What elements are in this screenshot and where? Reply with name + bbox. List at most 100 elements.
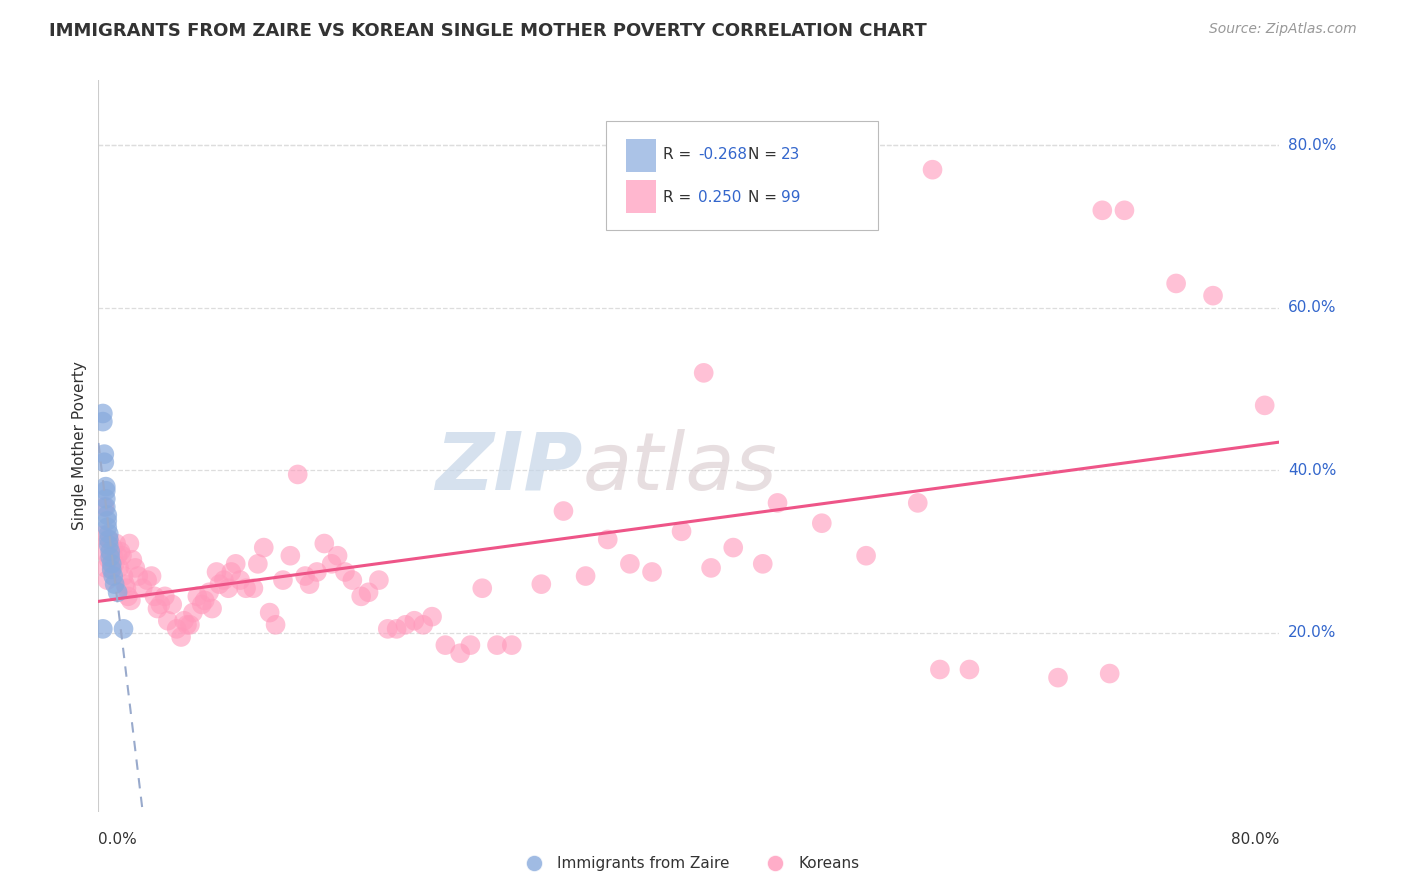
Point	[229, 573, 252, 587]
Point	[253, 541, 276, 555]
Point	[1098, 666, 1121, 681]
Point	[314, 536, 336, 550]
Point	[198, 585, 221, 599]
Point	[553, 504, 575, 518]
Point	[162, 598, 183, 612]
Point	[191, 598, 214, 612]
Point	[97, 553, 120, 567]
Point	[181, 606, 204, 620]
Point	[143, 590, 166, 604]
Point	[194, 593, 217, 607]
Point	[132, 581, 155, 595]
Point	[124, 561, 146, 575]
Point	[855, 549, 877, 563]
Point	[186, 590, 208, 604]
Point	[1166, 277, 1188, 291]
Point	[921, 162, 943, 177]
Point	[93, 455, 115, 469]
Text: 80.0%: 80.0%	[1232, 832, 1279, 847]
Point	[1254, 398, 1277, 412]
Point	[103, 549, 125, 563]
Point	[959, 663, 981, 677]
Point	[271, 573, 294, 587]
Point	[766, 496, 789, 510]
Point	[91, 528, 114, 542]
Bar	[626, 139, 655, 171]
Point	[575, 569, 598, 583]
Point	[486, 638, 509, 652]
Point	[153, 590, 176, 604]
Point	[96, 508, 118, 522]
Point	[460, 638, 482, 652]
Point	[105, 536, 128, 550]
Point	[1091, 203, 1114, 218]
Point	[217, 581, 239, 595]
Point	[246, 557, 269, 571]
Point	[723, 541, 745, 555]
Point	[1046, 671, 1070, 685]
Point	[929, 663, 952, 677]
Point	[114, 577, 136, 591]
Text: R =: R =	[664, 190, 702, 205]
Text: 40.0%: 40.0%	[1288, 463, 1336, 478]
Point	[357, 585, 380, 599]
Point	[112, 569, 135, 583]
Point	[93, 500, 115, 514]
Point	[471, 581, 494, 595]
Point	[619, 557, 641, 571]
Point	[91, 407, 114, 421]
Point	[98, 550, 121, 565]
Text: 23: 23	[782, 147, 800, 162]
Point	[671, 524, 693, 539]
Point	[225, 557, 247, 571]
Point	[103, 569, 125, 583]
Point	[91, 415, 114, 429]
Point	[596, 533, 619, 547]
Point	[264, 617, 287, 632]
Text: 0.250: 0.250	[699, 190, 742, 205]
Point	[342, 573, 364, 587]
Point	[287, 467, 309, 482]
Point	[1114, 203, 1136, 218]
Y-axis label: Single Mother Poverty: Single Mother Poverty	[72, 361, 87, 531]
Point	[242, 581, 264, 595]
Point	[136, 573, 159, 587]
Point	[103, 541, 125, 555]
Point	[530, 577, 553, 591]
Point	[368, 573, 391, 587]
Point	[93, 447, 115, 461]
Point	[98, 544, 121, 558]
Point	[94, 500, 117, 514]
Text: 99: 99	[782, 190, 800, 205]
Point	[112, 622, 135, 636]
Point	[104, 557, 127, 571]
Text: atlas: atlas	[582, 429, 778, 507]
Point	[97, 526, 120, 541]
Point	[377, 622, 399, 636]
Point	[115, 581, 138, 595]
Point	[100, 562, 122, 576]
Point	[107, 585, 129, 599]
Point	[420, 609, 443, 624]
Point	[212, 573, 235, 587]
Point	[170, 630, 193, 644]
Point	[326, 549, 349, 563]
Point	[100, 561, 122, 575]
Point	[179, 617, 201, 632]
Point	[305, 565, 328, 579]
Point	[96, 520, 118, 534]
Point	[173, 614, 195, 628]
Point	[333, 565, 356, 579]
Point	[91, 622, 114, 636]
Point	[221, 565, 243, 579]
Point	[700, 561, 723, 575]
Point	[404, 614, 426, 628]
Point	[110, 544, 132, 558]
Point	[108, 561, 131, 575]
Point	[394, 617, 416, 632]
Point	[149, 598, 172, 612]
Point	[298, 577, 321, 591]
Text: N =: N =	[748, 147, 782, 162]
Point	[107, 549, 129, 563]
Point	[208, 577, 231, 591]
